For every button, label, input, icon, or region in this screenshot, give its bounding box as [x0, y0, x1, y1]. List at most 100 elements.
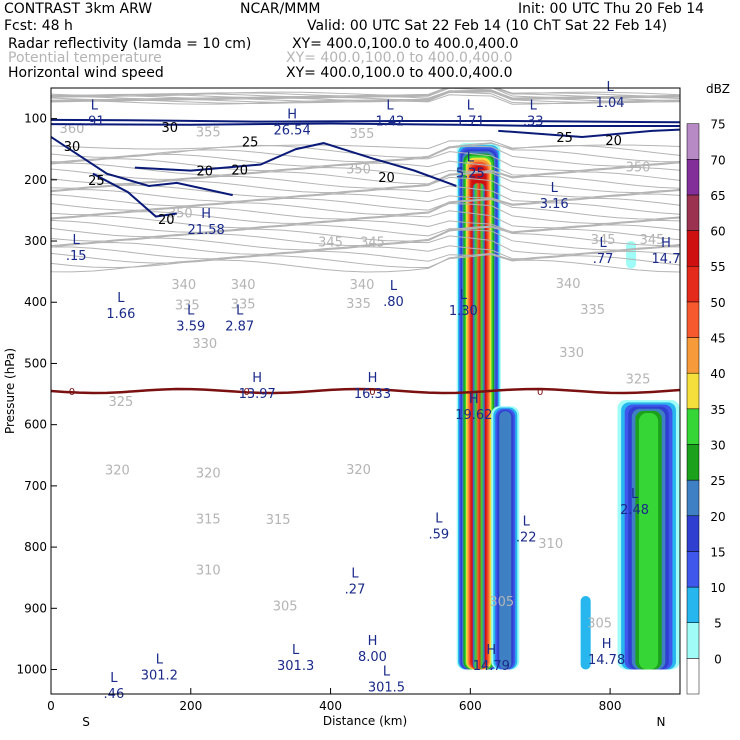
extremum-value: 8.00: [358, 650, 387, 665]
extremum: L.27: [345, 567, 366, 598]
extremum-type: H: [661, 236, 671, 251]
theta-label: 315: [266, 513, 291, 528]
theta-line: [51, 88, 680, 97]
extremum-type: H: [368, 371, 378, 386]
extremum-type: L: [631, 487, 639, 502]
extremum: H14.79: [473, 643, 510, 674]
colorbar-label: 15: [710, 545, 725, 559]
y-tick-label: 1000: [16, 663, 47, 677]
theta-label: 320: [105, 464, 130, 479]
wind-contour: [51, 122, 680, 127]
x-axis-label: Distance (km): [323, 714, 407, 728]
extremum: L.91: [84, 98, 105, 129]
extremum: L.15: [66, 233, 87, 264]
theta-label: 345: [318, 235, 343, 250]
extremum-value: .91: [84, 114, 105, 129]
reflectivity-field: [456, 143, 680, 670]
x-tick-label: 400: [319, 699, 342, 713]
extremum-type: L: [460, 288, 468, 303]
y-tick-label: 600: [24, 418, 47, 432]
colorbar-label: 0: [714, 652, 722, 666]
wind-contour: [134, 142, 457, 187]
theta-line: [51, 219, 680, 233]
theta-label: 305: [587, 617, 612, 632]
extremum-value: 3.59: [176, 319, 205, 334]
theta-label: 340: [350, 278, 375, 293]
y-tick-label: 300: [24, 234, 47, 248]
colorbar-swatch: [686, 301, 700, 338]
extremum-value: 3.16: [540, 197, 569, 212]
colorbar-swatch: [686, 479, 700, 517]
field-reflectivity-xy: XY= 400.0,100.0 to 400.0,400.0: [292, 36, 519, 52]
extremum-type: L: [435, 512, 443, 527]
extremum-value: 1.30: [449, 304, 478, 319]
colorbar-label: 75: [710, 118, 725, 132]
wind-label: 20: [231, 163, 248, 178]
extremum: L1.66: [106, 291, 135, 322]
extremum-value: 13.97: [239, 387, 276, 402]
colorbar-swatch: [686, 265, 700, 303]
extremum-type: L: [110, 671, 118, 686]
theta-line: [51, 225, 680, 242]
extremum: H8.00: [358, 634, 387, 665]
extremum-type: L: [73, 233, 81, 248]
field-theta-name: Potential temperature: [8, 50, 162, 66]
cell-850km-35dbz: [638, 413, 659, 670]
theta-label: 305: [489, 595, 514, 610]
extremum: H26.54: [274, 108, 311, 139]
theta-label: 350: [626, 161, 651, 176]
theta-line: [51, 176, 680, 198]
freezing-line: [51, 387, 680, 395]
extrema-labels: L.91 H26.54L1.42L1.71L.33L1.04L5.25L3.16H…: [66, 80, 681, 702]
colorbar-swatch: [686, 551, 700, 588]
theta-label: 320: [346, 463, 371, 478]
theta-label: 325: [626, 372, 651, 387]
extremum-type: H: [602, 637, 612, 652]
theta-label: 335: [175, 298, 200, 313]
extremum-value: .22: [516, 531, 537, 546]
extremum-value: 19.62: [455, 408, 492, 423]
theta-label: 325: [108, 395, 133, 410]
theta-line: [51, 250, 680, 264]
theta-label: 345: [640, 233, 665, 248]
extremum-type: L: [467, 98, 475, 113]
extremum-value: 5.25: [456, 166, 485, 181]
extremum: H13.97: [239, 371, 276, 402]
extremum-type: H: [201, 207, 211, 222]
colorbar-swatch: [686, 194, 700, 231]
wind-speed-contours: 30 30 25 25 20 25 20 20 20 20: [51, 118, 680, 228]
extremum: L.80: [383, 279, 404, 310]
y-tick-label: 900: [24, 601, 47, 615]
extremum-type: L: [236, 303, 244, 318]
extremum: L3.16: [540, 181, 569, 212]
extremum: L1.04: [596, 80, 625, 111]
freezing-level: 0 0 0 0: [51, 387, 680, 398]
extremum-value: 14.7: [652, 252, 681, 267]
extremum: L.59: [429, 512, 450, 543]
colorbar-swatch: [686, 515, 700, 552]
extremum: H14.7: [652, 236, 681, 267]
colorbar-swatch: [686, 408, 700, 445]
theta-label: 315: [196, 513, 221, 528]
extremum-value: .80: [383, 295, 404, 310]
extremum: H16.33: [354, 371, 391, 402]
field-reflectivity-name: Radar reflectivity (lamda = 10 cm): [8, 36, 252, 52]
theta-line: [51, 198, 680, 220]
wind-label: 30: [162, 121, 179, 136]
colorbar-label: 30: [710, 438, 725, 452]
wind-label: 20: [605, 134, 622, 149]
colorbar-swatch: [686, 658, 700, 695]
forecast-hour: Fcst: 48 h: [4, 18, 73, 34]
field-wind-xy: XY= 400.0,100.0 to 400.0,400.0: [286, 65, 513, 81]
x-tick-label: 200: [179, 699, 202, 713]
extremum: L2.48: [620, 487, 649, 518]
extremum-value: 21.58: [188, 223, 225, 238]
extremum-type: L: [383, 665, 391, 680]
theta-label: 305: [273, 599, 298, 614]
theta-label: 310: [196, 563, 221, 578]
